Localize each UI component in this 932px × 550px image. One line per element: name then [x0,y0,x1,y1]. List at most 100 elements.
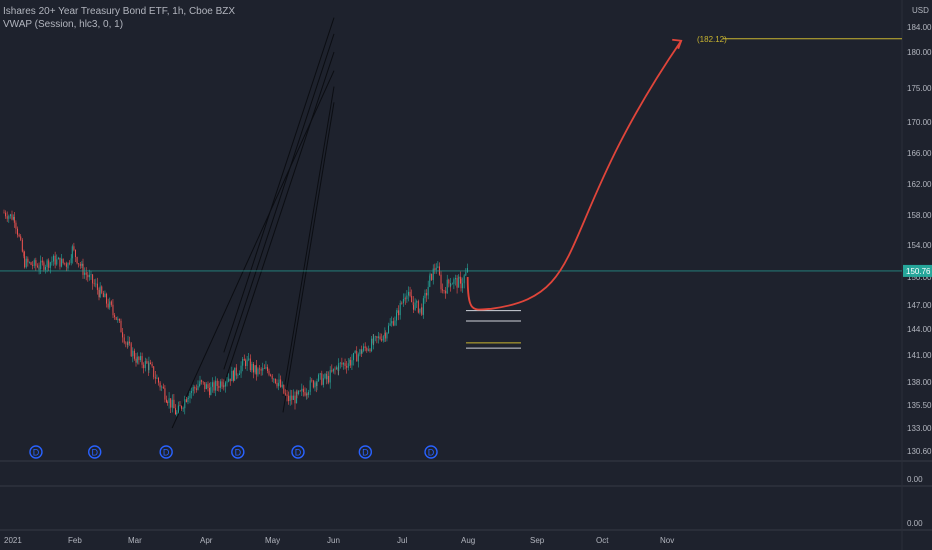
event-marker-icon [358,445,373,459]
candle-body [416,301,418,303]
candle-body [419,308,421,313]
candle-body [404,298,406,300]
candle-body [49,262,51,268]
x-tick-label: Feb [68,536,82,545]
candle-body [243,358,245,361]
candle-body [27,258,29,263]
candle-body [106,293,108,304]
candle-body [11,214,13,220]
candle-body [286,394,288,396]
candle-body [67,262,69,269]
candle-body [322,378,324,385]
candle-body [339,362,341,364]
candle-body [366,347,368,351]
candle-body [21,239,23,252]
candle-body [308,391,310,395]
candle-body [254,365,256,373]
candle-body [302,388,304,393]
y-tick-label: 133.00 [907,424,932,433]
candle-body [248,358,250,360]
candle-body [123,337,125,343]
candle-body [65,263,67,267]
candle-body [255,365,257,375]
candle-body [20,236,22,240]
candle-body [245,360,246,366]
candle-body [46,260,48,267]
candle-body [187,398,189,402]
candle-body [43,262,45,270]
y-tick-label: 135.50 [907,401,932,410]
candle-body [456,277,458,288]
candle-body [296,391,298,404]
candle-body [122,332,124,338]
candle-body [332,368,334,372]
candle-body [426,292,428,296]
candle-body [109,301,111,308]
candle-body [309,380,311,392]
candle-body [294,395,296,404]
candle-body [424,292,426,299]
candle-body [73,246,75,250]
candle-body [280,379,282,387]
candle-body [429,273,431,276]
candle-body [154,377,156,379]
candle-body [381,338,383,341]
candle-body [171,399,173,408]
candle-body [87,274,89,278]
event-marker-icon [159,445,173,459]
channel-line [223,51,335,385]
candle-body [114,315,116,318]
candle-body [146,361,148,364]
candle-body [349,359,351,366]
channel-line [223,17,335,353]
current-price-tag [903,264,932,277]
candle-body [57,257,59,260]
candle-body [413,305,415,310]
candle-body [215,380,217,391]
candle-body [259,368,261,370]
event-marker-icon [88,445,102,459]
candle-body [191,391,193,393]
projection-arrow [466,40,682,311]
candle-body [132,350,134,357]
candle-body [82,263,84,275]
candle-body [435,267,437,270]
candle-body [463,275,465,284]
candle-body [199,384,201,386]
candle-body [271,375,273,379]
candle-body [144,361,146,369]
chart-legend: Ishares 20+ Year Treasury Bond ETF, 1h, … [3,5,235,31]
candle-body [166,399,168,403]
candle-body [359,349,361,355]
candle-body [112,311,114,316]
legend-indicator: VWAP (Session, hlc3, 0, 1) [3,19,124,30]
candle-body [224,382,226,387]
candle-body [153,366,155,378]
candle-body [319,373,321,375]
candle-body [48,260,50,268]
y-tick-label: 141.00 [907,351,932,360]
candle-body [213,382,215,391]
candle-body [209,387,211,395]
candle-body [336,367,338,370]
candle-body [24,256,26,268]
candles [3,209,468,417]
candle-body [389,323,391,326]
y-tick-label: 130.60 [907,447,932,456]
x-tick-label: Mar [128,536,142,545]
candle-body [374,336,376,337]
candle-body [201,380,203,382]
candle-body [448,279,450,284]
y-tick-label: 170.00 [907,118,932,127]
candle-body [394,320,396,326]
candle-body [74,249,76,258]
candle-body [459,276,461,279]
candle-body [162,386,164,389]
candle-body [98,289,100,298]
x-tick-label: May [265,536,280,545]
candle-body [150,362,152,364]
candle-body [369,349,371,352]
candle-body [69,262,71,264]
